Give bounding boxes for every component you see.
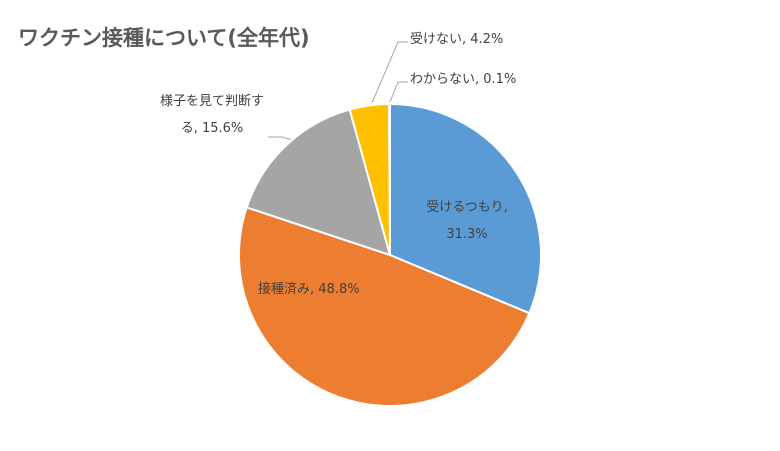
- pie-slice: [238, 206, 531, 407]
- leader-line: [389, 81, 408, 103]
- data-label: 受けるつもり, 31.3%: [426, 200, 508, 242]
- pie-slice: [245, 108, 392, 257]
- pie-slice: [389, 102, 542, 315]
- data-label: 様子を見て判断する, 15.6%: [159, 94, 264, 136]
- data-label: 接種済み, 48.8%: [258, 282, 360, 297]
- leader-line: [371, 41, 408, 104]
- pie-slice: [388, 102, 391, 256]
- data-label: わからない, 0.1%: [410, 72, 517, 87]
- chart-title: ワクチン接種について(全年代): [18, 26, 310, 50]
- data-label: 受けない, 4.2%: [410, 32, 504, 47]
